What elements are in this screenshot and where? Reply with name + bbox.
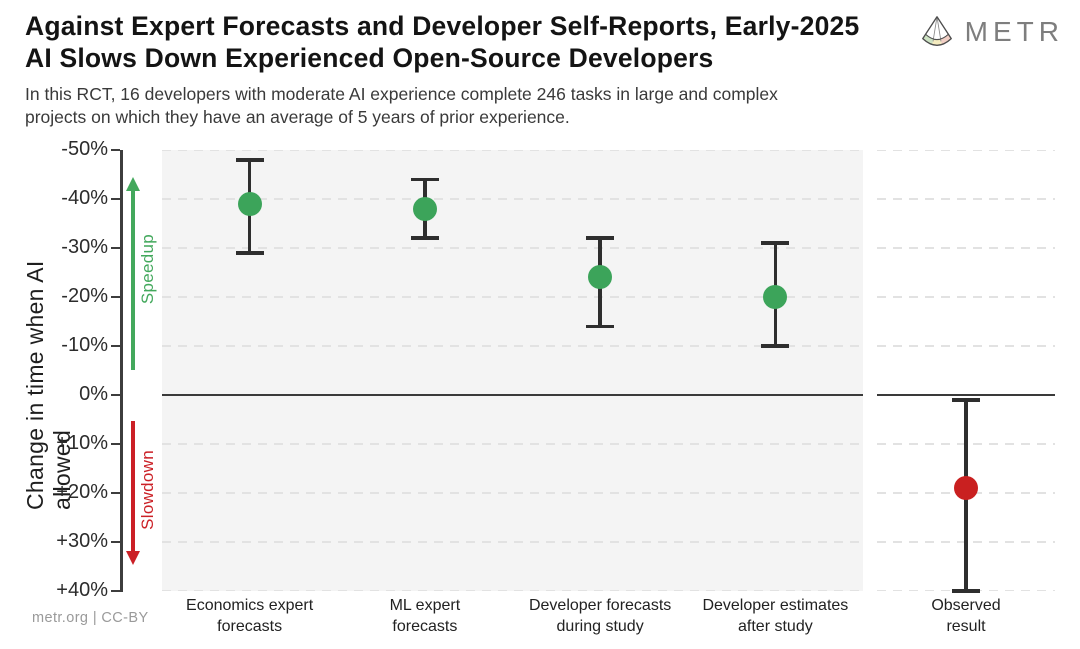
y-axis-tick-label: -30% [61,236,108,258]
slowdown-arrow-shaft [131,421,135,554]
metr-wordmark: METR [964,16,1064,47]
speedup-arrow-icon [126,177,140,370]
gridline [162,492,863,494]
y-axis-tick-label: -40% [61,187,108,209]
y-axis-line [120,150,123,592]
category-label-line: after study [738,617,813,635]
speedup-arrow-shaft [131,188,135,370]
y-axis-tick [111,442,120,446]
category-label-line: Developer estimates [702,597,849,614]
gridline [162,296,863,298]
metr-logo: METR [918,13,1064,51]
y-axis-tick-label: +10% [56,432,108,454]
gridline [162,345,863,347]
gridline [877,150,1055,151]
category-label-line: Developer forecasts [528,597,672,614]
y-axis-tick [111,540,120,544]
slowdown-label: Slowdown [138,450,157,530]
data-point-marker [237,191,262,216]
speedup-label: Speedup [138,234,157,305]
gridline [877,247,1055,249]
gridline [877,345,1055,347]
category-label-line: during study [556,617,644,635]
category-label: Developer forecasts during study [490,596,710,638]
y-axis-tick [111,295,120,299]
y-axis-tick [111,148,120,152]
y-axis-tick-label: 0% [79,383,108,405]
page-subtitle-line2: projects on which they have an average o… [25,106,570,127]
zero-line [877,394,1055,397]
license-credit: metr.org | CC-BY [32,610,149,626]
category-label-line: ML expert [389,597,461,614]
error-bar-cap [586,324,615,329]
page-title-line1: Against Expert Forecasts and Developer S… [25,11,860,41]
error-bar-cap [952,589,980,593]
category-label-line: forecasts [217,617,283,635]
error-bar-cap [586,236,615,240]
speedup-arrowhead [126,177,140,191]
category-label-line: Observed [931,597,1001,614]
plot-panel-main [162,150,863,591]
category-label: ML expert forecasts [315,596,535,638]
metr-cone-icon [921,16,952,46]
y-axis-tick-label: +20% [56,481,108,503]
slowdown-arrow-icon [126,421,140,565]
page-subtitle: In this RCT, 16 developers with moderate… [25,83,778,129]
y-axis-tick [111,246,120,250]
y-axis-tick [111,589,120,593]
error-bar-cap [952,398,980,402]
error-bar-cap [410,236,439,240]
gridline [162,198,863,200]
data-point-marker [763,285,788,309]
page-title-line2: AI Slows Down Experienced Open-Source De… [25,43,714,74]
y-axis-title: Change in time when AI allowed [22,260,75,510]
gridline [162,541,863,543]
y-axis-tick [111,393,120,397]
y-axis-tick-label: -20% [61,285,108,307]
category-label: Economics expert forecasts [140,596,360,638]
gridline [877,296,1055,298]
page-subtitle-line1: In this RCT, 16 developers with moderate… [25,84,778,104]
gridline [877,198,1055,200]
category-label: Developer estimates after study [665,596,885,638]
slowdown-arrowhead [126,551,140,565]
data-point-marker [954,476,978,501]
data-point-marker [588,265,613,290]
error-bar-cap [235,158,264,162]
y-axis-tick-label: +40% [56,579,108,601]
y-axis-tick [111,491,120,495]
y-axis-tick [111,344,120,348]
gridline [162,590,863,591]
gridline [162,443,863,445]
error-bar-cap [410,177,439,182]
category-label-line: forecasts [392,617,458,635]
y-axis-tick-label: -10% [61,334,108,356]
y-axis-tick-label: +30% [56,530,108,552]
error-bar-cap [235,251,264,255]
page-title: Against Expert Forecasts and Developer S… [25,10,859,75]
zero-line [162,394,863,397]
category-label-line: Economics expert [186,597,314,614]
error-bar-cap [761,344,790,348]
category-label: Observed result [856,596,1076,638]
data-point-marker [412,196,437,221]
category-label-line: result [946,617,986,635]
y-axis-tick-label: -50% [61,138,108,160]
gridline [162,247,863,249]
gridline [162,150,863,151]
y-axis-tick [111,197,120,201]
error-bar-cap [761,241,790,245]
